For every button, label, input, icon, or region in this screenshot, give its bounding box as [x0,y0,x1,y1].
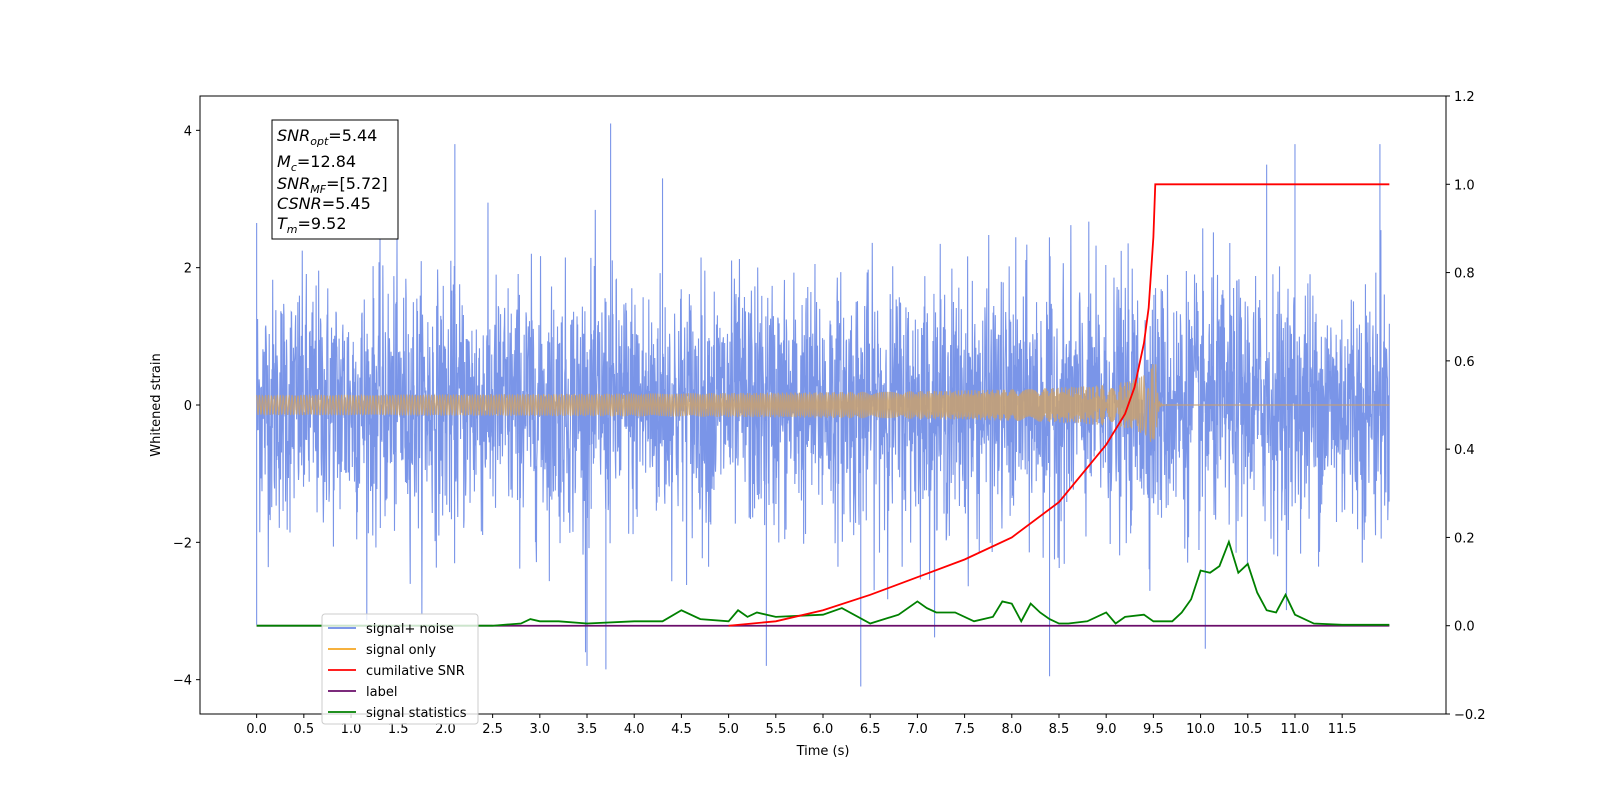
y-right-tick-label: 1.0 [1454,178,1475,193]
y-left-tick-label: 2 [184,262,192,277]
y-right-tick-label: 1.2 [1454,90,1475,105]
legend-label: signal only [366,643,436,658]
x-tick-label: 11.0 [1280,722,1309,737]
series-cumulative-snr [728,183,1390,627]
x-tick-label: 9.0 [1096,722,1117,737]
x-tick-label: 5.5 [765,722,786,737]
y-right-tick-label: 0.2 [1454,531,1475,546]
x-tick-label: 4.5 [671,722,692,737]
y-left-tick-label: −4 [173,674,192,689]
x-tick-label: 9.5 [1143,722,1164,737]
y-right-tick-label: 0.4 [1454,443,1475,458]
x-tick-label: 3.0 [529,722,550,737]
x-tick-label: 7.5 [954,722,975,737]
plot-area [256,123,1390,687]
x-tick-label: 5.0 [718,722,739,737]
y-left-tick-label: 4 [184,124,192,139]
annotation-tm: Tm=9.52 [277,214,347,236]
annotation-csnr: CSNR=5.45 [277,194,371,213]
annotation-box: SNRopt=5.44 Mc=12.84 SNRMF=[5.72] CSNR=5… [271,119,399,240]
x-tick-label: 8.0 [1001,722,1022,737]
series-signal-statistics [256,539,1390,627]
series-signal-noise [256,123,1390,687]
y-left-tick-label: −2 [173,536,192,551]
legend-label: signal statistics [366,706,467,721]
legend: signal+ noise signal only cumilative SNR la… [321,613,479,725]
x-tick-label: 0.5 [293,722,314,737]
annotation-snr-mf: SNRMF=[5.72] [277,174,388,196]
x-tick-label: 1.5 [388,722,409,737]
legend-label: label [366,685,397,700]
y-left-tick-label: 0 [184,399,192,414]
y-right-tick-label: −0.2 [1454,708,1486,723]
y-right-tick-label: 0.6 [1454,355,1475,370]
x-axis: 0.0 0.5 1.0 1.5 2.0 2.5 3.0 3.5 4.0 4.5 5.0 5.5 6.0 6… [246,714,1357,737]
legend-label: cumilative SNR [366,664,465,679]
x-tick-label: 8.5 [1049,722,1070,737]
x-tick-label: 6.0 [813,722,834,737]
x-axis-label: Time (s) [796,744,850,759]
x-tick-label: 0.0 [246,722,267,737]
y-axis-right: −0.2 0.0 0.2 0.4 0.6 0.8 1.0 1.2 [1446,90,1486,723]
annotation-mc: Mc=12.84 [277,152,356,174]
y-right-tick-label: 0.0 [1454,620,1475,635]
y-axis-left: −4 −2 0 2 4 [173,124,200,689]
legend-label: signal+ noise [366,622,454,637]
annotation-snr-opt: SNRopt=5.44 [277,126,377,148]
x-tick-label: 3.5 [577,722,598,737]
series-signal-only [256,364,1390,442]
x-tick-label: 2.0 [435,722,456,737]
x-tick-label: 1.0 [341,722,362,737]
y-axis-label: Whitened strain [149,353,164,456]
x-tick-label: 7.0 [907,722,928,737]
y-right-tick-label: 0.8 [1454,267,1475,282]
x-tick-label: 4.0 [624,722,645,737]
x-tick-label: 10.0 [1186,722,1215,737]
x-tick-label: 6.5 [860,722,881,737]
x-tick-label: 11.5 [1328,722,1357,737]
x-tick-label: 10.5 [1233,722,1262,737]
x-tick-label: 2.5 [482,722,503,737]
